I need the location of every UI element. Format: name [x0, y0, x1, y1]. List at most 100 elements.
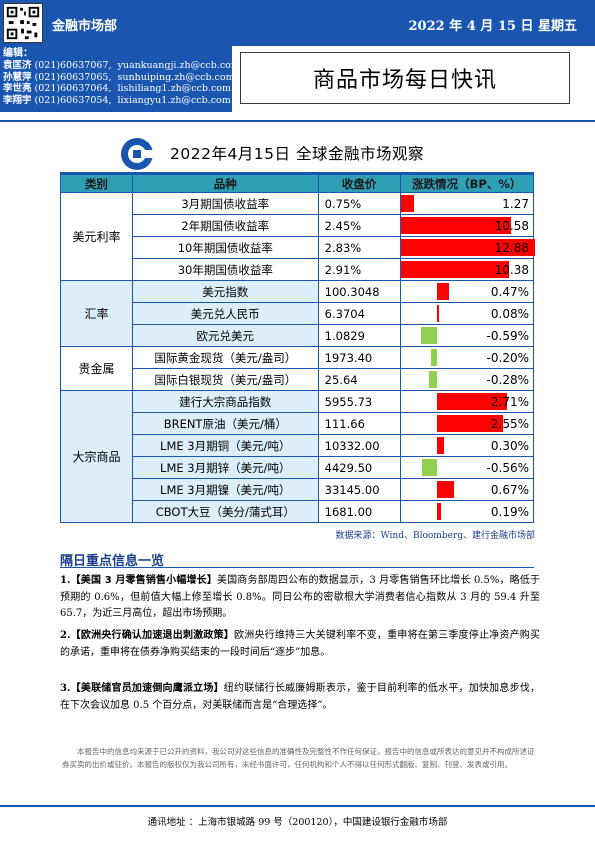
change-value: 2.71%: [490, 394, 529, 409]
change-cell: 0.30%: [399, 434, 535, 457]
editor-email[interactable]: lixiangyu1.zh@ccb.com: [117, 94, 231, 106]
editor-row: 李翔宇 (021)60637054, lixiangyu1.zh@ccb.com: [3, 94, 231, 107]
change-bar: [431, 349, 437, 366]
instrument-name: CBOT大豆（美分/蒲式耳）: [131, 500, 319, 523]
close-value: 10332.00: [317, 434, 401, 457]
change-cell: 1.27: [399, 192, 535, 215]
editor-row: 李世亮 (021)60637064, lishiliang1.zh@ccb.com: [3, 83, 231, 95]
news-item-headline: 【美国 3 月零售销售小幅增长】: [70, 575, 217, 586]
table-row: 10年期国债收益率 2.83% 12.88: [61, 236, 535, 259]
editor-email[interactable]: yuankuangji.zh@ccb.com: [117, 60, 240, 71]
change-cell: -0.56%: [399, 456, 535, 479]
change-cell: 2.55%: [399, 412, 535, 435]
editor-phone: (021)60637067,: [34, 60, 112, 71]
qr-code-icon: [3, 3, 43, 43]
document-title: 商品市场每日快讯: [312, 68, 497, 93]
category-cell: 汇率: [60, 280, 133, 347]
data-source: 数据来源：Wind、Bloomberg、建行金融市场部: [335, 531, 535, 541]
change-bar: [421, 327, 437, 344]
news-divider: [60, 567, 534, 568]
instrument-name: LME 3月期锌（美元/吨）: [131, 456, 319, 479]
change-bar: [436, 437, 445, 454]
change-bar: [400, 195, 414, 212]
editor-name: 李翔宇: [3, 94, 32, 106]
news-item-number: 1.: [60, 575, 71, 586]
news-item-headline: 【美联储官员加速倒向鹰派立场】: [70, 683, 224, 694]
table-title: 2022年4月15日 全球金融市场观察: [170, 145, 424, 163]
editor-email[interactable]: lishiliang1.zh@ccb.com: [117, 83, 231, 94]
news-item-number: 3.: [60, 683, 71, 694]
change-bar: [436, 305, 439, 322]
table-row: LME 3月期锌（美元/吨） 4429.50 -0.56%: [61, 456, 535, 479]
change-cell: 10.58: [399, 214, 535, 237]
footer-address: 通讯地址 ：上海市银城路 99 号（200120），中国建设银行金融市场部: [147, 817, 448, 828]
column-header: 收盘价: [317, 174, 401, 193]
news-item-body: 美国商务部周四公布的数据显示，3 月零售销售环比增长 0.5%，略低于预期的 0…: [60, 575, 541, 619]
change-bar: [429, 371, 437, 388]
table-row: 汇率 美元指数 100.3048 0.47%: [60, 280, 535, 347]
close-value: 4429.50: [317, 456, 401, 479]
news-item-body: 欧洲央行维持三大关键利率不变，重申将在第三季度停止净资产购买的承诺，重申将在债券…: [60, 630, 541, 658]
close-value: 1681.00: [317, 500, 401, 523]
header-divider: [0, 120, 595, 122]
change-value: 0.19%: [490, 504, 529, 519]
instrument-name: 建行大宗商品指数: [131, 390, 319, 413]
table-header-row: 类别 品种 收盘价 涨跌情况（BP、%）: [60, 174, 535, 193]
column-header: 品种: [131, 174, 319, 193]
table-row: 美元兑人民币 6.3704 0.08%: [61, 302, 535, 325]
close-value: 2.83%: [317, 236, 401, 259]
table-title-divider: [60, 172, 534, 174]
change-value: 2.55%: [490, 416, 529, 431]
change-cell: -0.28%: [399, 368, 535, 391]
change-value: 0.47%: [490, 284, 529, 299]
change-bar: [400, 217, 511, 234]
table-row: BRENT原油（美元/桶） 111.66 2.55%: [61, 412, 535, 435]
instrument-name: LME 3月期镍（美元/吨）: [131, 478, 319, 501]
change-cell: 10.38: [399, 258, 535, 281]
instrument-name: 30年期国债收益率: [131, 258, 319, 281]
change-bar: [436, 503, 442, 520]
close-value: 25.64: [317, 368, 401, 391]
change-bar: [436, 481, 454, 498]
change-cell: -0.59%: [399, 324, 535, 347]
change-cell: 0.08%: [399, 302, 535, 325]
editors-panel: 编辑： 袁匡济 (021)60637067, yuankuangji.zh@ccb…: [0, 46, 240, 112]
change-value: 0.30%: [490, 438, 529, 453]
instrument-name: 欧元兑美元: [131, 324, 319, 347]
change-value: 10.38: [494, 262, 529, 277]
editor-name: 李世亮: [3, 83, 32, 94]
change-cell: 0.19%: [399, 500, 535, 523]
instrument-name: LME 3月期铜（美元/吨）: [131, 434, 319, 457]
footer-divider: [0, 805, 595, 807]
editor-name: 孙慧萍: [3, 71, 32, 83]
change-bar: [436, 393, 507, 410]
change-cell: -0.20%: [399, 346, 535, 369]
change-value: -0.56%: [486, 460, 529, 475]
instrument-name: 美元兑人民币: [131, 302, 319, 325]
table-row: 国际白银现货（美元/盎司） 25.64 -0.28%: [61, 368, 535, 391]
close-value: 1.0829: [317, 324, 401, 347]
market-table: 类别 品种 收盘价 涨跌情况（BP、%） 美元利率 3月期国债收益率 0.75% 1.…: [60, 174, 535, 523]
change-value: 0.67%: [490, 482, 529, 497]
change-bar: [400, 261, 509, 278]
close-value: 0.75%: [317, 192, 401, 215]
instrument-name: 国际黄金现货（美元/盎司）: [131, 346, 319, 369]
editor-email[interactable]: sunhuiping.zh@ccb.com: [117, 71, 235, 83]
editor-phone: (021)60637054,: [34, 94, 112, 106]
change-value: 0.08%: [490, 306, 529, 321]
category-cell: 贵金属: [60, 346, 133, 391]
close-value: 111.66: [317, 412, 401, 435]
change-value: 1.27: [502, 196, 529, 211]
document-title-box: 商品市场每日快讯: [240, 52, 570, 104]
change-cell: 0.67%: [399, 478, 535, 501]
disclaimer: 本报告中的信息均来源于已公开的资料，我公司对这些信息的准确性及完整性不作任何保证…: [62, 747, 535, 769]
table-row: LME 3月期镍（美元/吨） 33145.00 0.67%: [61, 478, 535, 501]
news-item-body: 纽约联储行长威廉姆斯表示，鉴于目前利率的低水平，加快加息步伐，在下次会议加息 0…: [60, 683, 541, 711]
change-value: 10.58: [494, 218, 529, 233]
department-name: 金融市场部: [52, 19, 118, 34]
change-bar: [400, 239, 535, 256]
editors-label: 编辑：: [3, 48, 33, 59]
close-value: 33145.00: [317, 478, 401, 501]
editor-phone: (021)60637065,: [34, 71, 112, 83]
instrument-name: 国际白银现货（美元/盎司）: [131, 368, 319, 391]
